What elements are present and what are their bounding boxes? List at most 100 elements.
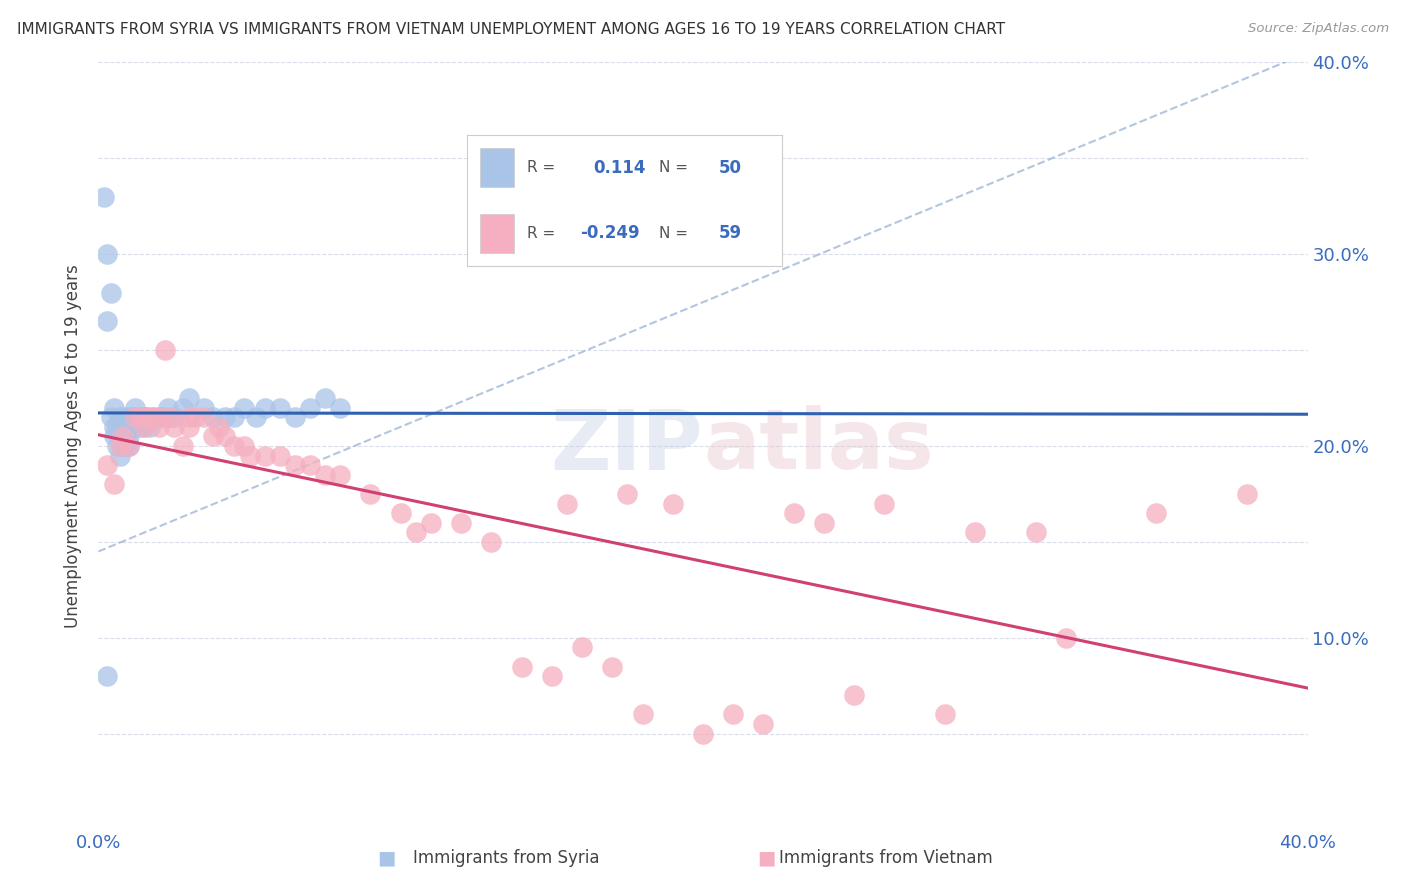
Point (723, 707, 745, 722)
Text: Source: ZipAtlas.com: Source: ZipAtlas.com (1249, 22, 1389, 36)
Point (124, 410, 146, 425)
Point (163, 420, 186, 434)
Point (224, 439, 246, 453)
Point (96, 247, 118, 261)
Point (329, 467, 352, 482)
Point (232, 401, 254, 415)
Point (420, 516, 443, 530)
Point (139, 420, 162, 434)
Point (284, 458, 307, 473)
Point (813, 516, 835, 530)
Point (172, 401, 194, 415)
Point (103, 429, 125, 443)
Text: IMMIGRANTS FROM SYRIA VS IMMIGRANTS FROM VIETNAM UNEMPLOYMENT AMONG AGES 16 TO 1: IMMIGRANTS FROM SYRIA VS IMMIGRANTS FROM… (17, 22, 1005, 37)
Point (193, 410, 215, 425)
Point (129, 410, 152, 425)
Point (245, 410, 267, 425)
Point (844, 689, 866, 703)
Point (108, 410, 131, 425)
Point (142, 410, 165, 425)
Point (269, 401, 291, 415)
Point (100, 285, 122, 300)
Point (405, 525, 427, 540)
Point (1144, 506, 1167, 520)
Point (148, 410, 170, 425)
Point (450, 516, 472, 530)
Point (121, 410, 143, 425)
Point (142, 410, 165, 425)
Point (105, 420, 128, 434)
Point (555, 496, 578, 510)
Point (100, 410, 122, 425)
Point (602, 659, 624, 673)
Point (692, 726, 714, 740)
Point (1236, 487, 1258, 501)
Point (118, 410, 141, 425)
Point (103, 477, 125, 491)
Point (179, 410, 201, 425)
Point (253, 401, 276, 415)
Point (253, 449, 276, 463)
Point (269, 449, 291, 463)
Point (108, 439, 131, 453)
Text: ZIP: ZIP (551, 406, 703, 486)
Point (571, 640, 593, 655)
Point (214, 429, 236, 443)
Point (184, 410, 207, 425)
Point (114, 439, 136, 453)
Text: Immigrants from Vietnam: Immigrants from Vietnam (779, 849, 993, 867)
Point (150, 410, 173, 425)
Point (540, 669, 562, 683)
Point (114, 429, 136, 443)
Point (179, 420, 201, 434)
Point (96, 669, 118, 683)
Point (148, 410, 170, 425)
Point (160, 410, 183, 425)
Point (129, 410, 152, 425)
Point (179, 391, 201, 405)
Point (873, 496, 896, 510)
Point (132, 420, 155, 434)
Point (103, 420, 125, 434)
Point (232, 439, 254, 453)
Point (783, 506, 806, 520)
Point (156, 401, 179, 415)
Point (111, 410, 134, 425)
Point (103, 401, 125, 415)
Point (202, 410, 225, 425)
Point (96, 314, 118, 328)
Point (153, 410, 176, 425)
Point (135, 410, 157, 425)
Point (118, 439, 141, 453)
Point (389, 506, 412, 520)
Point (299, 458, 322, 473)
Point (132, 420, 155, 434)
Point (163, 410, 186, 425)
Point (153, 343, 176, 358)
Point (934, 707, 956, 722)
Point (661, 496, 683, 510)
Point (481, 535, 503, 549)
Point (299, 401, 322, 415)
Point (148, 420, 170, 434)
Point (96, 458, 118, 473)
Text: ■: ■ (377, 848, 396, 868)
Point (111, 439, 134, 453)
Point (124, 401, 146, 415)
Point (214, 410, 236, 425)
Point (121, 420, 143, 434)
Point (360, 487, 382, 501)
Point (111, 429, 134, 443)
Text: Immigrants from Syria: Immigrants from Syria (413, 849, 599, 867)
Point (631, 707, 654, 722)
Point (224, 410, 246, 425)
Point (118, 429, 141, 443)
Point (284, 410, 307, 425)
Point (127, 420, 149, 434)
Point (1024, 525, 1046, 540)
Point (314, 391, 336, 405)
Point (965, 525, 987, 540)
Point (105, 439, 128, 453)
Point (118, 439, 141, 453)
Point (510, 659, 533, 673)
